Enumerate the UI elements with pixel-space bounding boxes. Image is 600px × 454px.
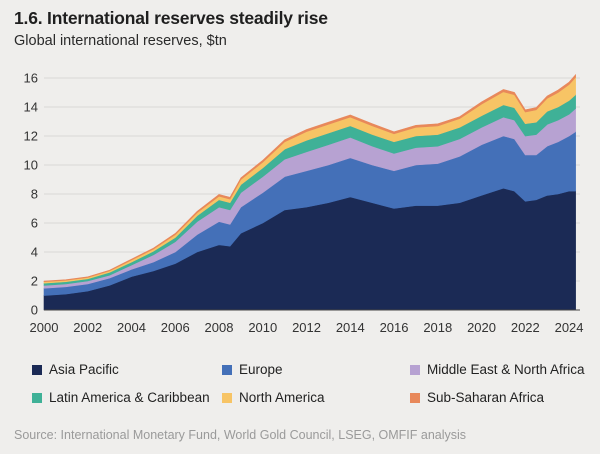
legend-swatch [222,364,232,375]
legend-item: Sub-Saharan Africa [410,390,544,405]
legend-label: Asia Pacific [49,362,119,377]
legend-label: North America [239,390,325,405]
area-sub-saharan-africa [43,73,576,283]
legend-swatch [410,392,420,403]
y-tick-label: 2 [31,274,38,289]
y-tick-label: 0 [31,303,38,318]
x-tick-label: 2022 [511,320,540,335]
y-tick-label: 16 [24,71,38,86]
y-tick-label: 10 [24,158,38,173]
x-tick-label: 2004 [117,320,146,335]
x-tick-label: 2000 [30,320,59,335]
y-tick-label: 8 [31,187,38,202]
chart-subtitle: Global international reserves, $tn [14,33,227,49]
x-tick-label: 2010 [248,320,277,335]
x-tick-label: 2024 [555,320,584,335]
legend-item: Asia Pacific [32,362,119,377]
x-tick-label: 2018 [423,320,452,335]
legend-label: Middle East & North Africa [427,362,585,377]
x-tick-label: 2020 [467,320,496,335]
source-note: Source: International Monetary Fund, Wor… [14,428,467,442]
legend-swatch [222,392,232,403]
legend-item: Middle East & North Africa [410,362,585,377]
x-tick-label: 2016 [380,320,409,335]
legend-swatch [32,392,42,403]
area-chart: 0 2 4 6 8 10 12 14 16 2000 2002 2004 2006 2008 2010 201… [24,71,584,336]
legend-label: Sub-Saharan Africa [427,390,545,405]
y-tick-label: 12 [24,129,38,144]
legend-item: Latin America & Caribbean [32,390,210,405]
chart-legend: Asia Pacific Europe Middle East & North Af… [32,362,592,416]
y-tick-label: 4 [31,245,38,260]
legend-label: Europe [239,362,283,377]
chart-title: 1.6. International reserves steadily ris… [14,8,328,28]
legend-item: Europe [222,362,283,377]
legend-swatch [410,364,420,375]
y-tick-label: 6 [31,216,38,231]
x-tick-label: 2012 [292,320,321,335]
x-tick-label: 2014 [336,320,365,335]
x-tick-label: 2006 [161,320,190,335]
legend-label: Latin America & Caribbean [49,390,210,405]
legend-swatch [32,364,42,375]
x-tick-label: 2008 [205,320,234,335]
y-tick-label: 14 [24,100,38,115]
x-tick-label: 2002 [73,320,102,335]
legend-item: North America [222,390,325,405]
